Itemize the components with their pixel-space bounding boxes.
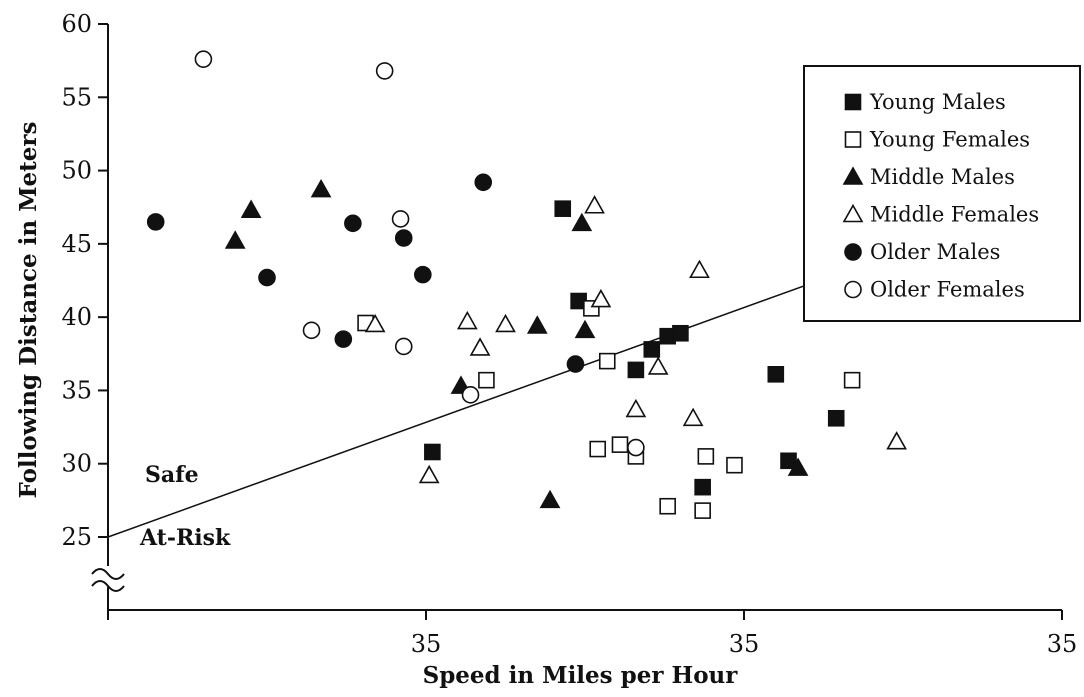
data-points: [146, 50, 908, 519]
y-tick-label: 55: [61, 83, 92, 111]
point-middle-females: [364, 313, 386, 333]
y-tick-label: 60: [61, 10, 92, 38]
legend-label-middle-females: Middle Females: [870, 203, 1039, 227]
legend-marker-young-females: [844, 131, 862, 148]
point-middle-females: [590, 288, 612, 308]
y-axis-break-mark: [91, 568, 125, 592]
point-older-males: [344, 214, 362, 233]
point-young-males: [672, 324, 689, 342]
point-middle-males: [310, 178, 332, 198]
x-axis-title: Speed in Miles per Hour: [423, 662, 739, 689]
point-young-males: [767, 366, 785, 383]
y-tick-label: 30: [61, 450, 92, 478]
point-young-males: [694, 478, 711, 496]
point-young-females: [589, 440, 607, 458]
point-older-females: [461, 386, 480, 404]
point-older-females: [627, 438, 645, 457]
point-older-males: [258, 268, 276, 287]
legend-marker-middle-females: [842, 203, 864, 223]
point-middle-females: [647, 356, 669, 375]
legend-label-middle-males: Middle Males: [870, 165, 1015, 189]
legend-marker-older-females: [844, 280, 862, 299]
point-older-females: [391, 210, 410, 228]
point-middle-females: [886, 431, 908, 450]
legend-items: Young Males Young Females Middle Males Midd…: [842, 90, 1039, 302]
y-tick-label: 25: [61, 523, 92, 551]
legend-label-young-males: Young Males: [869, 90, 1006, 114]
point-young-males: [643, 341, 661, 358]
point-young-females: [843, 371, 861, 389]
point-middle-males: [574, 319, 596, 339]
legend-marker-young-males: [844, 93, 862, 111]
point-middle-females: [495, 313, 516, 333]
point-middle-males: [571, 212, 593, 232]
region-label-safe: Safe: [145, 462, 199, 488]
point-middle-females: [689, 259, 710, 279]
threshold-line-group: [107, 272, 840, 538]
threshold-line: [107, 272, 840, 538]
point-middle-females: [584, 195, 605, 214]
point-middle-females: [418, 464, 440, 484]
axis-labels: 25 30 35 40 45 50 55 60 35 35 35: [61, 10, 1077, 658]
point-older-males: [146, 213, 165, 231]
legend-label-young-females: Young Females: [869, 128, 1030, 152]
point-middle-males: [526, 315, 548, 334]
point-older-males: [334, 330, 353, 348]
point-young-females: [659, 497, 676, 515]
point-middle-males: [240, 199, 262, 218]
point-young-males: [780, 452, 797, 470]
point-young-females: [478, 371, 495, 389]
legend-marker-older-males: [844, 243, 862, 261]
point-young-females: [726, 456, 743, 474]
point-middle-females: [682, 407, 704, 427]
legend-marker-middle-males: [842, 166, 864, 185]
point-young-females: [598, 352, 616, 370]
point-middle-females: [625, 398, 647, 418]
y-tick-label: 35: [61, 376, 92, 404]
axes: [91, 23, 1063, 620]
legend: Young Males Young Females Middle Males Midd…: [803, 65, 1081, 322]
region-label-at-risk: At-Risk: [139, 525, 231, 551]
point-young-females: [697, 448, 715, 465]
point-older-females: [302, 321, 321, 340]
point-middle-males: [539, 489, 561, 509]
y-tick-label: 50: [61, 157, 92, 185]
point-young-females: [694, 502, 711, 519]
point-young-males: [827, 409, 845, 427]
point-older-males: [474, 173, 493, 192]
point-older-females: [194, 50, 213, 68]
point-older-females: [375, 62, 394, 80]
point-middle-males: [787, 457, 809, 476]
point-young-males: [424, 443, 441, 461]
legend-label-older-males: Older Males: [870, 240, 1000, 264]
point-older-females: [394, 337, 413, 356]
y-axis-title: Following Distance in Meters: [15, 122, 42, 499]
point-young-males: [554, 200, 572, 217]
x-tick-label: 35: [411, 630, 442, 658]
point-middle-females: [469, 337, 491, 356]
point-middle-males: [224, 230, 246, 249]
point-older-males: [414, 265, 432, 284]
point-older-males: [566, 355, 585, 373]
point-young-females: [611, 436, 629, 453]
point-young-males: [627, 361, 645, 379]
y-tick-label: 40: [61, 303, 92, 331]
point-middle-females: [456, 310, 478, 330]
legend-label-older-females: Older Females: [870, 278, 1025, 302]
y-tick-label: 45: [61, 230, 92, 258]
point-older-males: [394, 229, 413, 247]
x-tick-label: 35: [729, 630, 760, 658]
x-tick-label: 35: [1047, 630, 1078, 658]
